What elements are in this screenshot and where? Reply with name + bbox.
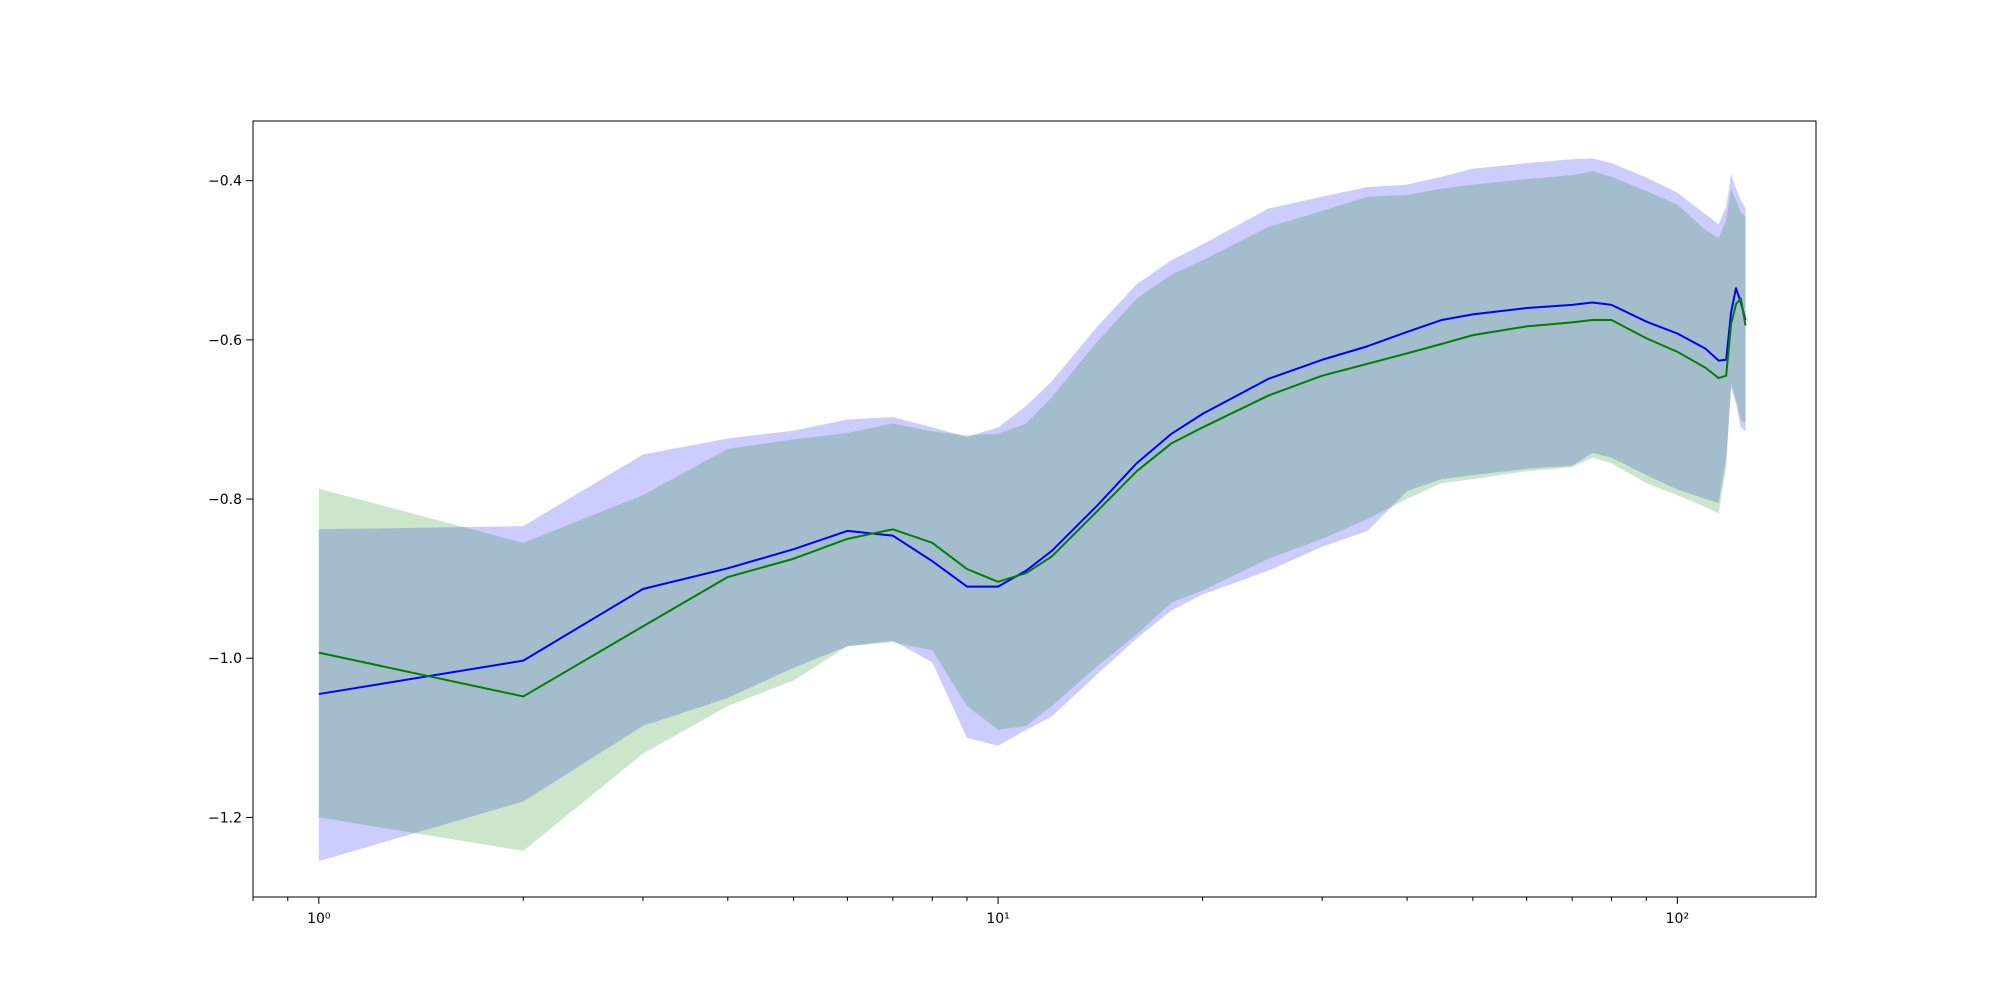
plot-frame	[252, 120, 1817, 898]
series-lines	[318, 287, 1747, 698]
y-tick-label: −0.6	[208, 333, 242, 349]
y-tick-label: −1.0	[208, 651, 242, 667]
y-axis: −1.2 −1.0 −0.8 −0.6 −0.4	[208, 174, 253, 826]
x-tick-label: 10²	[1666, 911, 1689, 927]
series-1-band	[318, 158, 1746, 862]
x-tick-label: 10⁰	[307, 911, 331, 927]
series-2-line	[318, 297, 1747, 698]
series-2-band	[318, 171, 1746, 851]
y-tick-label: −0.8	[208, 492, 242, 508]
x-axis: 10⁰ 10¹ 10²	[252, 897, 1689, 927]
confidence-bands	[318, 158, 1746, 862]
y-tick-label: −1.2	[208, 810, 242, 826]
y-tick-label: −0.4	[208, 174, 242, 190]
series-1-line	[318, 287, 1747, 696]
x-tick-label: 10¹	[986, 911, 1009, 927]
